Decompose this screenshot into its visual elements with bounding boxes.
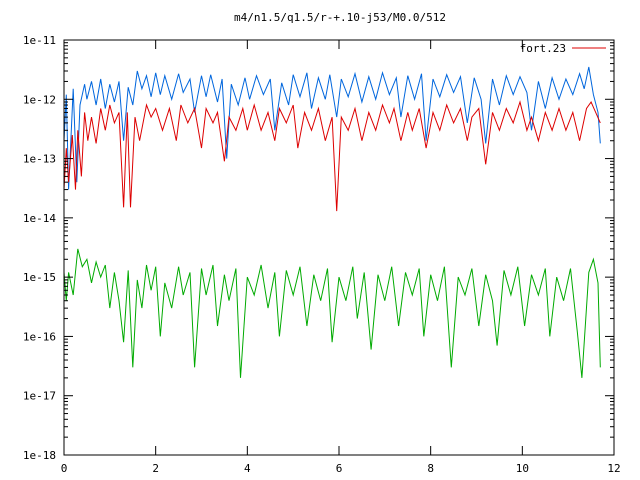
y-tick-label: 1e-15 [23, 271, 56, 284]
axis-layer: 1e-18 1e-17 1e-16 1e-15 1e-14 1e-13 1e-12 1e-11… [23, 34, 621, 475]
series-line-3 [63, 248, 601, 378]
y-tick-label: 1e-18 [23, 449, 56, 462]
series-line-2 [63, 66, 601, 190]
legend-label: fort.23 [520, 42, 566, 55]
x-tick-label: 12 [607, 462, 620, 475]
y-tick-label: 1e-11 [23, 34, 56, 47]
plot-area: 1e-18 1e-17 1e-16 1e-15 1e-14 1e-13 1e-12 1e-11… [23, 34, 621, 475]
series-line-1 [63, 100, 601, 212]
y-tick-label: 1e-13 [23, 153, 56, 166]
series-layer [63, 66, 601, 378]
legend: fort.23 [520, 42, 606, 55]
x-tick-label: 6 [336, 462, 343, 475]
x-tick-label: 8 [427, 462, 434, 475]
x-tick-label: 4 [244, 462, 251, 475]
y-tick-label: 1e-17 [23, 390, 56, 403]
x-tick-label: 10 [516, 462, 529, 475]
x-tick-label: 2 [152, 462, 159, 475]
y-tick-label: 1e-14 [23, 212, 56, 225]
y-tick-label: 1e-12 [23, 93, 56, 106]
x-tick-label: 0 [61, 462, 68, 475]
chart-title: m4/n1.5/q1.5/r-+.10-j53/M0.0/512 [234, 11, 446, 24]
y-tick-label: 1e-16 [23, 330, 56, 343]
